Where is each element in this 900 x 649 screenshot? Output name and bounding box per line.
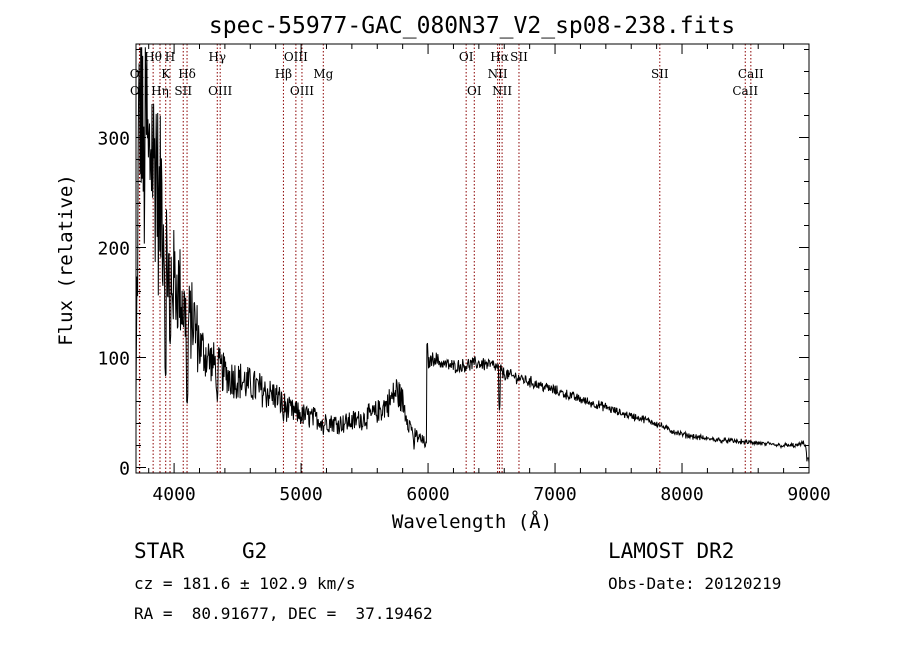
line-label: CaII xyxy=(738,67,764,81)
line-label: Hγ xyxy=(208,50,226,64)
chart-title: spec-55977-GAC_080N37_V2_sp08-238.fits xyxy=(209,13,735,39)
line-label: OIII xyxy=(208,84,232,98)
x-tick-label: 4000 xyxy=(152,484,195,505)
line-label: NII xyxy=(492,84,512,98)
subclass: G2 xyxy=(242,539,268,563)
redshift-velocity: cz = 181.6 ± 102.9 km/s xyxy=(134,574,356,593)
line-label: Hθ xyxy=(144,50,162,64)
line-label: Hδ xyxy=(178,67,196,81)
y-axis-label: Flux (relative) xyxy=(55,174,77,346)
observation-date: Obs-Date: 20120219 xyxy=(608,574,782,593)
y-tick-label: 300 xyxy=(97,129,130,150)
line-label: Hα xyxy=(490,50,509,64)
survey-name: LAMOST DR2 xyxy=(608,539,735,563)
y-tick-label: 0 xyxy=(119,459,130,480)
x-tick-label: 5000 xyxy=(279,484,322,505)
line-label: SII xyxy=(510,50,528,64)
line-label: SII xyxy=(651,67,669,81)
line-label: NII xyxy=(488,67,508,81)
line-label: Hη xyxy=(151,84,169,98)
line-label: CaII xyxy=(732,84,758,98)
line-label: H xyxy=(165,50,175,64)
spectrum-series xyxy=(135,47,810,463)
line-label: OIII xyxy=(290,84,314,98)
line-label: OI xyxy=(467,84,482,98)
line-label: SII xyxy=(174,84,192,98)
plot-frame xyxy=(135,43,810,474)
object-class: STAR xyxy=(134,539,185,563)
coordinates: RA = 80.91677, DEC = 37.19462 xyxy=(134,604,433,623)
y-tick-label: 200 xyxy=(97,239,130,260)
line-label: Mg xyxy=(313,67,333,81)
line-label: Hβ xyxy=(275,67,292,81)
emission-line-labels: OIIOIIHθHηKHSIIHδHγOIIIHβOIIIOIIIMgOIOIN… xyxy=(130,50,764,98)
y-tick-label: 100 xyxy=(97,349,130,370)
line-label: OI xyxy=(459,50,474,64)
x-tick-label: 7000 xyxy=(533,484,576,505)
y-axis-ticks: 0 100 200 300 xyxy=(97,49,809,480)
emission-line-markers xyxy=(138,44,752,473)
x-tick-label: 8000 xyxy=(660,484,703,505)
x-tick-label: 9000 xyxy=(787,484,830,505)
line-label: K xyxy=(161,67,171,81)
x-tick-label: 6000 xyxy=(406,484,449,505)
x-axis-ticks: 4000 5000 6000 7000 8000 9000 xyxy=(148,44,831,505)
x-axis-label: Wavelength (Å) xyxy=(392,510,552,533)
line-label: OIII xyxy=(284,50,308,64)
